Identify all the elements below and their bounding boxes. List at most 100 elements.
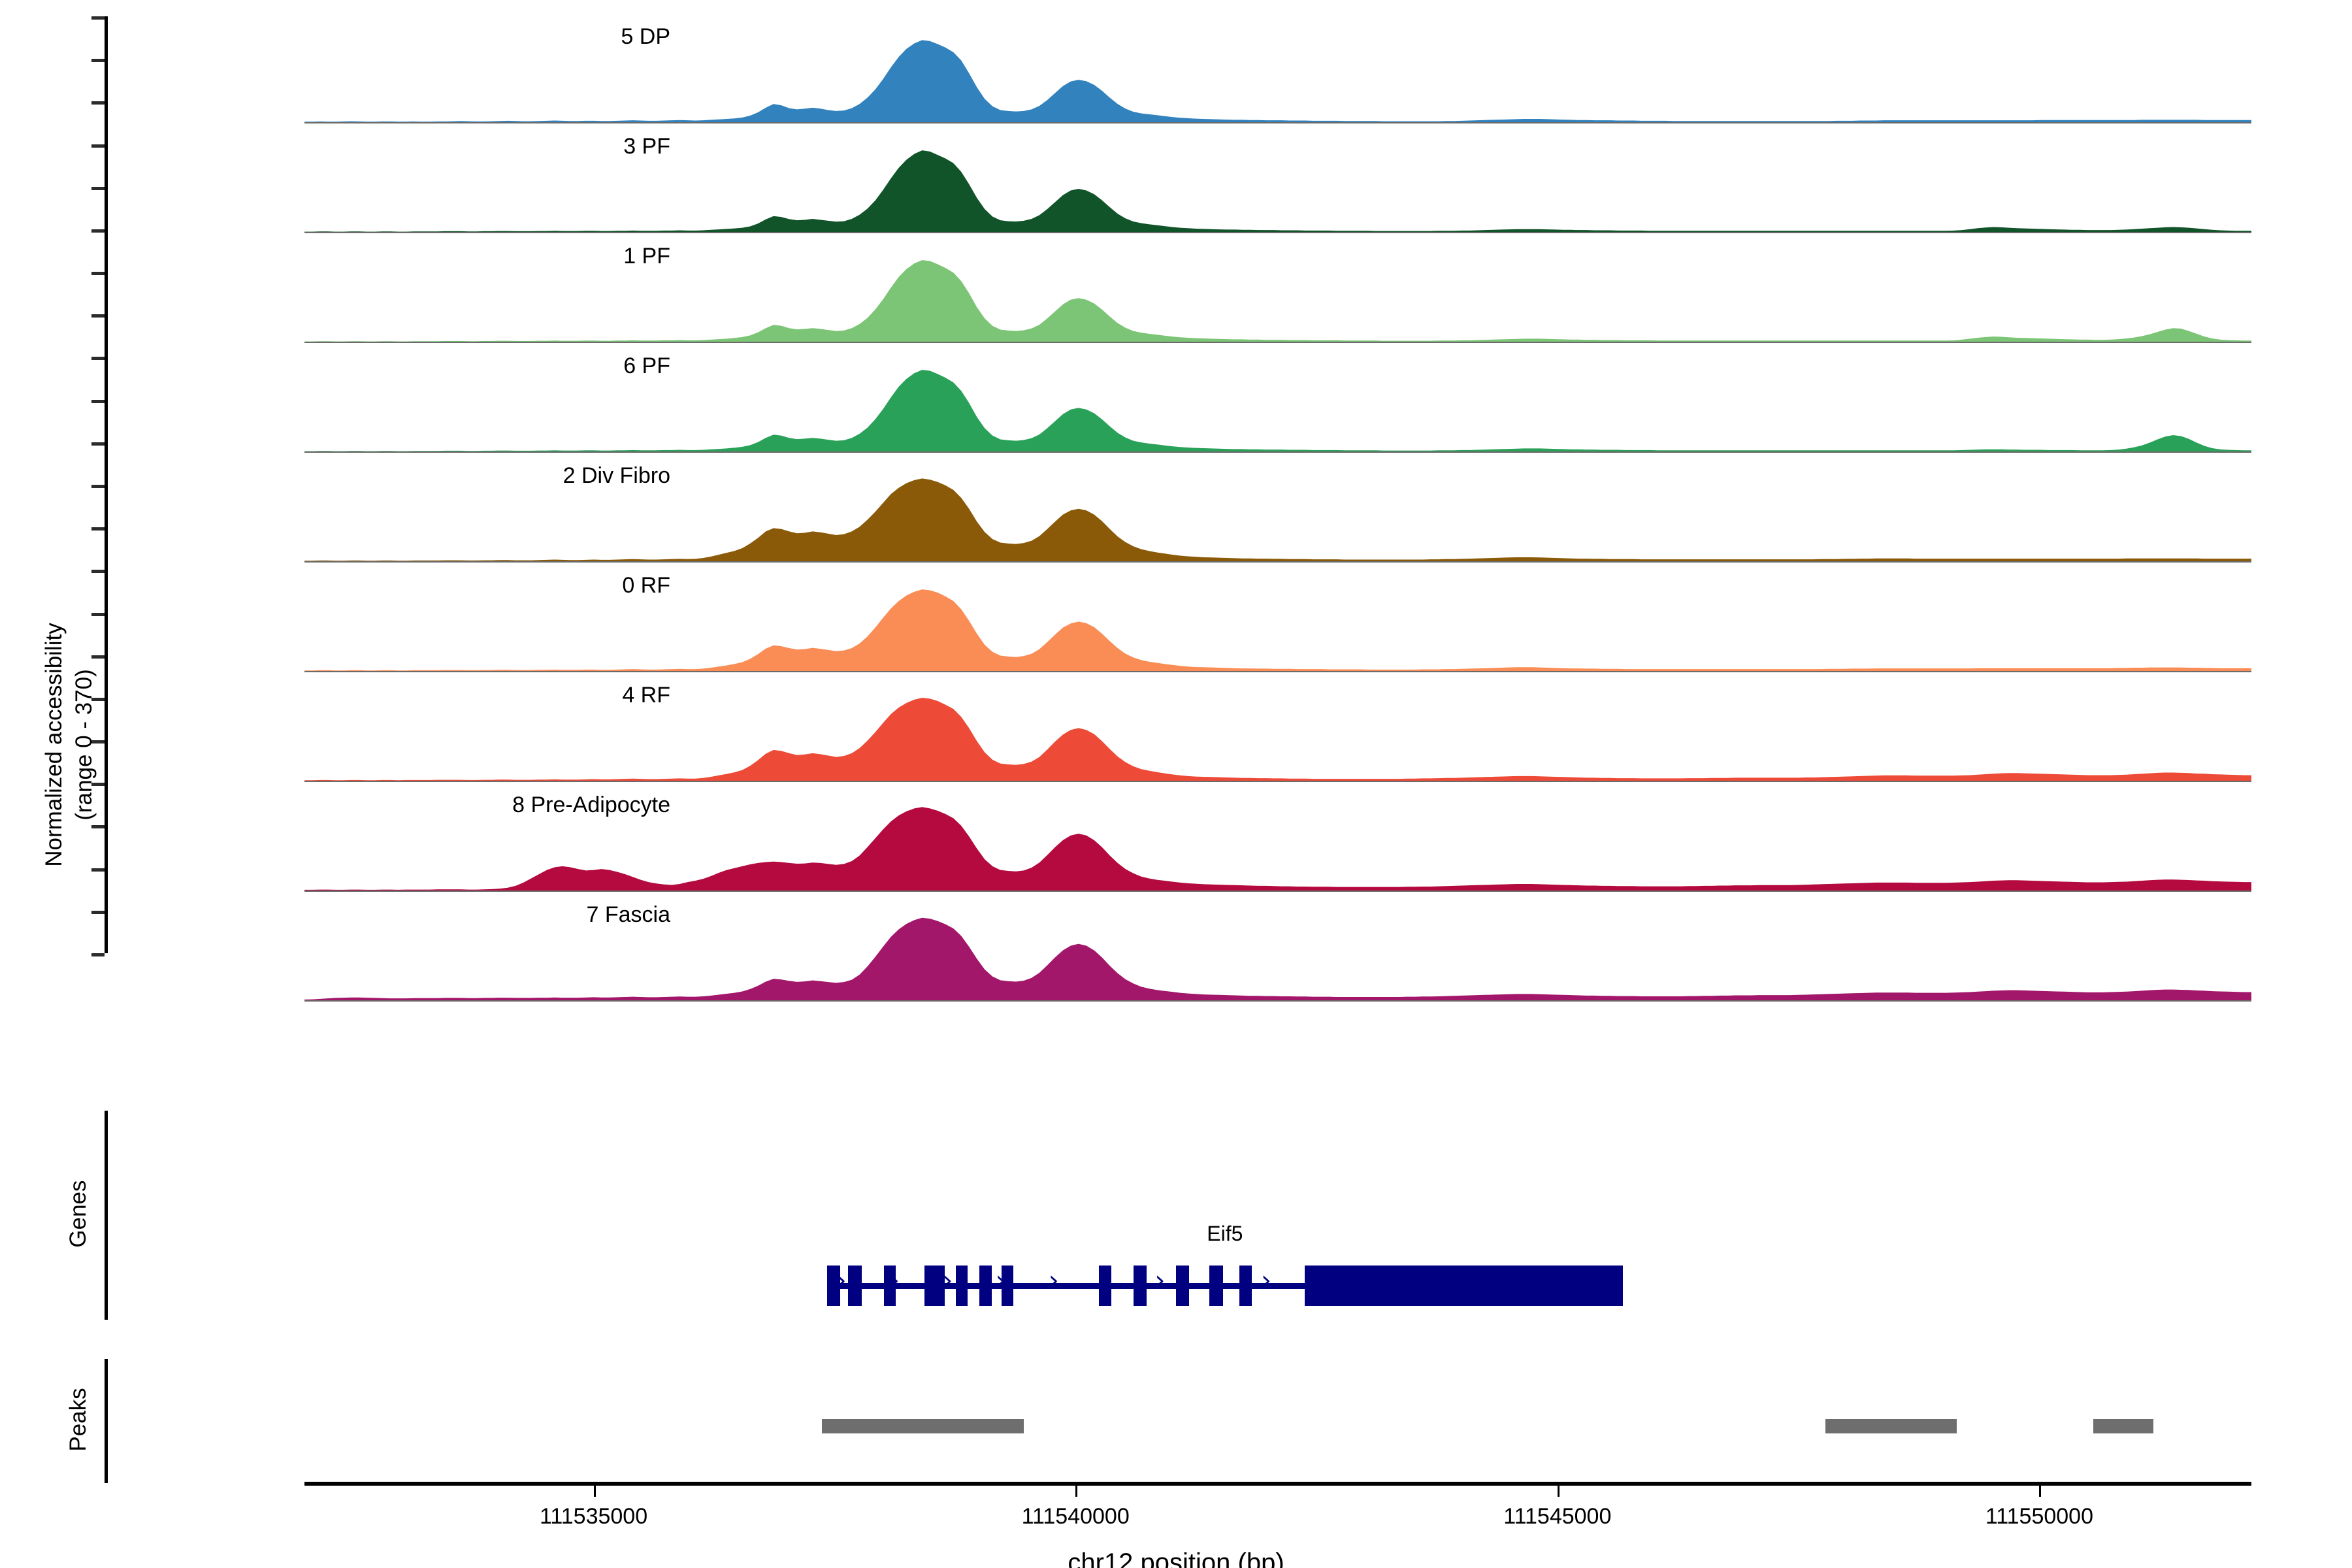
x-axis-title: chr12 position (bp) <box>1068 1548 1284 1568</box>
gene-intron-line <box>826 1283 1624 1289</box>
signal-track-label: 6 PF <box>623 353 670 378</box>
gene-exon <box>924 1266 945 1306</box>
signal-track: 4 RF <box>304 683 2251 782</box>
signal-axis-tick <box>91 655 105 659</box>
signal-track-label: 8 Pre-Adipocyte <box>512 792 670 817</box>
gene-exon <box>979 1266 992 1306</box>
gene-exon <box>956 1266 968 1306</box>
signal-track: 0 RF <box>304 573 2251 672</box>
signal-track-label: 1 PF <box>623 244 670 269</box>
gene-strand-arrow-icon: › <box>1611 1266 1622 1296</box>
gene-exon <box>1305 1266 1624 1306</box>
signal-axis-tick <box>91 953 105 956</box>
signal-axis-tick <box>91 910 105 914</box>
signal-track-label: 4 RF <box>622 683 670 708</box>
signal-track-baseline <box>304 890 2251 892</box>
gene-strand-arrow-icon: › <box>1207 1266 1218 1296</box>
signal-track-label: 7 Fascia <box>586 902 671 927</box>
signal-axis-tick <box>91 485 105 488</box>
gene-exon <box>848 1266 862 1306</box>
gene-exon <box>1209 1266 1223 1306</box>
signal-track: 5 DP <box>304 24 2251 123</box>
signal-axis-tick <box>91 16 105 20</box>
signal-area <box>304 589 2251 671</box>
signal-track: 2 Div Fibro <box>304 463 2251 563</box>
genes-axis-spine <box>105 1111 108 1320</box>
signal-track-baseline <box>304 781 2251 782</box>
gene-exon <box>826 1266 841 1306</box>
signal-track: 8 Pre-Adipocyte <box>304 792 2251 892</box>
signal-track-label: 3 PF <box>623 134 670 159</box>
signal-axis-tick <box>91 442 105 446</box>
signal-track-label: 5 DP <box>621 24 670 49</box>
peak-region <box>2093 1419 2153 1433</box>
x-axis-line <box>304 1482 2251 1486</box>
signal-area <box>304 370 2251 451</box>
gene-strand-arrow-icon: › <box>836 1266 847 1296</box>
signal-axis-tick <box>91 570 105 574</box>
signal-axis-tick <box>91 101 105 105</box>
gene-strand-arrow-icon: › <box>1154 1266 1166 1296</box>
signal-axis-tick <box>91 59 105 63</box>
signal-area <box>304 150 2251 232</box>
signal-track-label: 2 Div Fibro <box>563 463 670 488</box>
signal-track: 6 PF <box>304 353 2251 453</box>
gene-exon <box>1133 1266 1147 1306</box>
signal-area <box>304 697 2251 781</box>
signal-track-label: 0 RF <box>622 573 670 598</box>
x-axis-tick <box>593 1486 596 1497</box>
signal-axis-tick <box>91 612 105 616</box>
gene-strand-arrow-icon: › <box>942 1266 953 1296</box>
signal-axis-tick <box>91 783 105 787</box>
gene-strand-arrow-icon: › <box>995 1266 1006 1296</box>
signal-axis-tick <box>91 357 105 361</box>
gene-exon <box>1239 1266 1252 1306</box>
signal-area <box>304 40 2251 122</box>
x-axis-tick-label: 111550000 <box>1985 1504 2094 1529</box>
signal-track-baseline <box>304 561 2251 563</box>
gene-strand-arrow-icon: › <box>1261 1266 1271 1296</box>
signal-axis-spine <box>105 16 108 953</box>
signal-axis-tick <box>91 740 105 744</box>
gene-strand-arrow-icon: › <box>1048 1266 1059 1296</box>
x-axis-tick-label: 111540000 <box>1021 1504 1130 1529</box>
peak-region <box>1825 1419 1957 1433</box>
gene-exon <box>883 1266 896 1306</box>
signal-track-baseline <box>304 342 2251 343</box>
signal-track-baseline <box>304 451 2251 453</box>
signal-track: 1 PF <box>304 244 2251 343</box>
signal-area <box>304 260 2251 342</box>
peaks-axis-spine <box>105 1359 108 1483</box>
signal-track-baseline <box>304 1000 2251 1002</box>
x-axis-tick-label: 111535000 <box>539 1504 648 1529</box>
gene-exon <box>1098 1266 1111 1306</box>
signal-axis-tick <box>91 314 105 318</box>
peak-region <box>822 1419 1024 1433</box>
signal-track-baseline <box>304 671 2251 672</box>
signal-axis-tick <box>91 229 105 233</box>
signal-axis-tick <box>91 825 105 829</box>
gene-exon <box>1175 1266 1190 1306</box>
gene-name-label: Eif5 <box>1207 1222 1243 1245</box>
signal-track-baseline <box>304 122 2251 123</box>
signal-track: 3 PF <box>304 134 2251 233</box>
signal-axis-tick <box>91 868 105 872</box>
signal-axis-tick <box>91 186 105 190</box>
signal-axis-tick <box>91 399 105 403</box>
signal-area <box>304 478 2251 561</box>
x-axis-tick <box>1557 1486 1560 1497</box>
signal-axis-tick <box>91 144 105 148</box>
peaks-section-title: Peaks <box>65 1388 91 1452</box>
signal-track: 7 Fascia <box>304 902 2251 1002</box>
signal-axis-tick <box>91 272 105 276</box>
signal-axis-tick <box>91 697 105 701</box>
gene-strand-arrow-icon: › <box>889 1266 900 1296</box>
x-axis-tick <box>1075 1486 1078 1497</box>
x-axis-tick <box>2039 1486 2042 1497</box>
y-axis-title: Normalized accessibility (range 0 - 370) <box>41 623 97 867</box>
genes-section-title: Genes <box>65 1180 91 1248</box>
signal-area <box>304 807 2251 890</box>
gene-exon <box>1001 1266 1013 1306</box>
signal-axis-tick <box>91 527 105 531</box>
